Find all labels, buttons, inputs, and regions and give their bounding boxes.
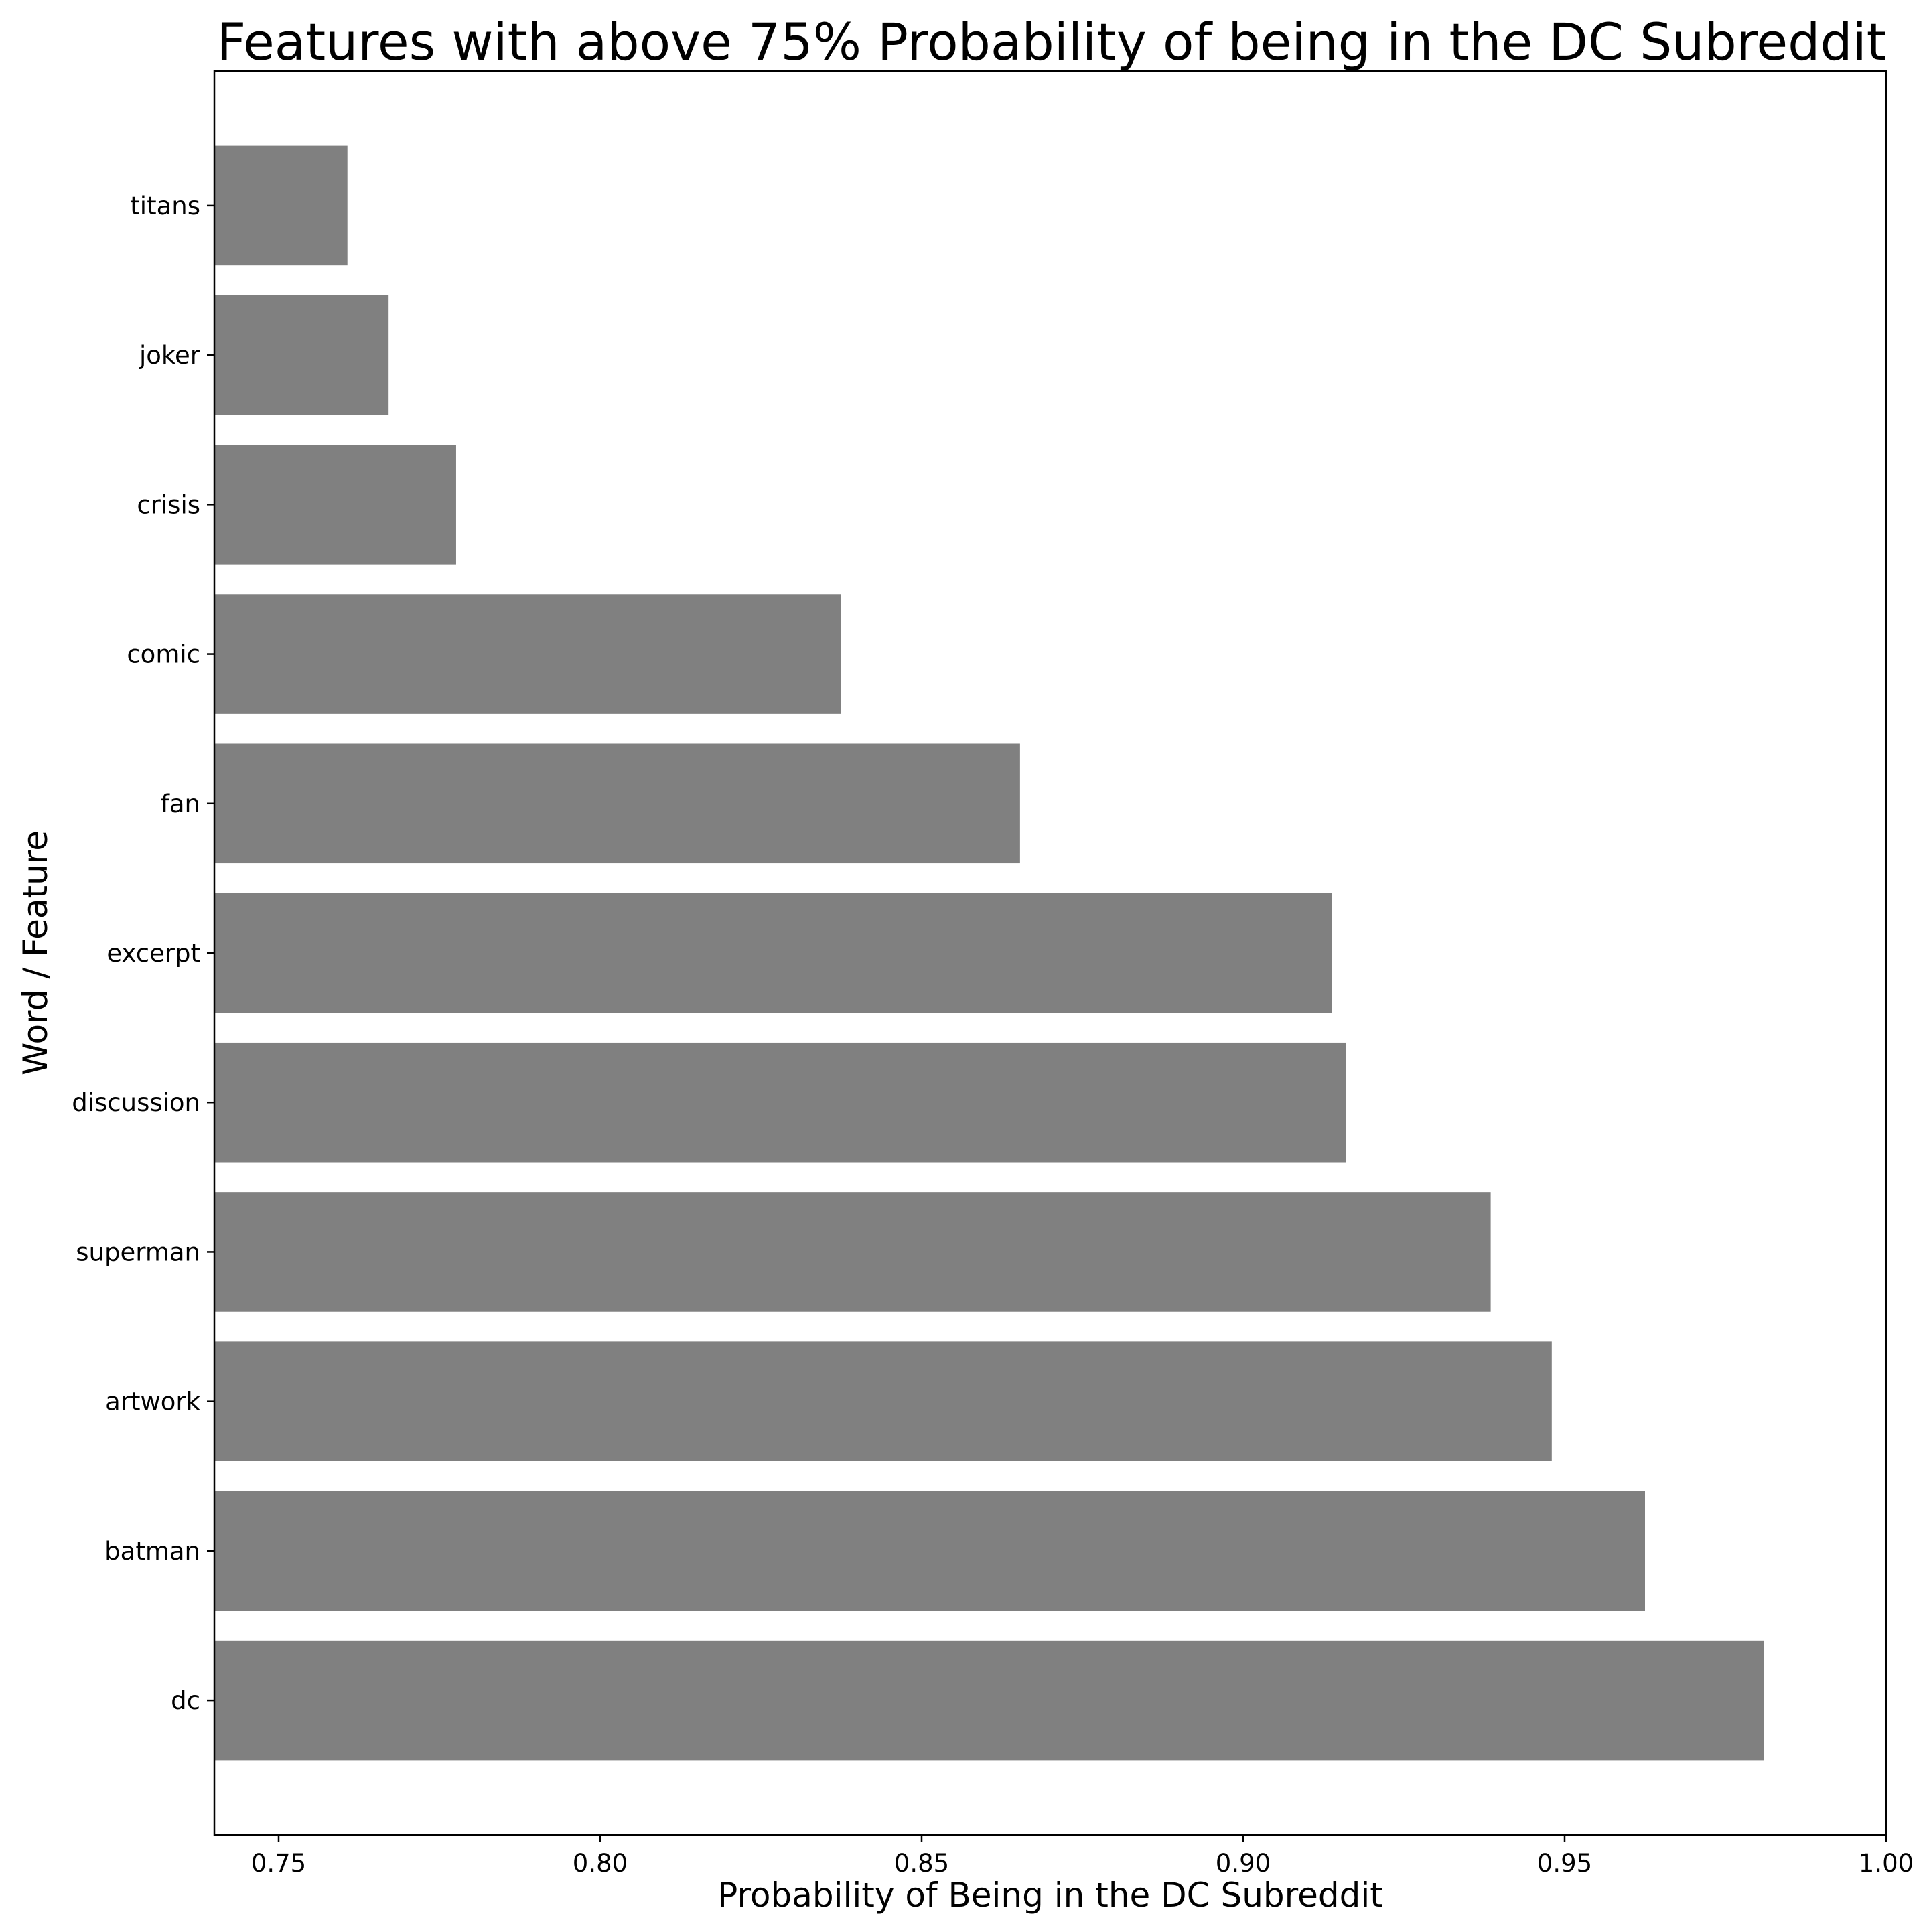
bar-fan: [214, 743, 1020, 864]
bar-excerpt: [214, 893, 1332, 1013]
y-tick-label: joker: [139, 341, 201, 370]
bar-comic: [214, 594, 841, 714]
bar-joker: [214, 295, 389, 415]
chart-title: Features with above 75% Probability of b…: [216, 12, 1886, 72]
y-tick-label: comic: [127, 640, 200, 669]
y-tick-label: crisis: [137, 490, 200, 519]
bars-group: [214, 145, 1764, 1761]
y-tick-label: artwork: [105, 1388, 201, 1416]
bar-crisis: [214, 445, 456, 565]
x-axis-ticks: 0.75 0.80 0.85 0.90 0.95 1.00: [251, 1835, 1914, 1878]
y-axis-label: Word / Feature: [16, 830, 55, 1075]
y-tick-label: dc: [171, 1686, 200, 1715]
y-tick-label: discussion: [72, 1088, 200, 1117]
y-tick-label: batman: [104, 1537, 200, 1566]
x-tick-label: 0.90: [1216, 1849, 1271, 1878]
bar-titans: [214, 145, 348, 266]
bar-superman: [214, 1192, 1491, 1312]
y-axis-ticks: dc batman artwork superman discussion excerpt…: [72, 192, 214, 1715]
bar-artwork: [214, 1341, 1552, 1461]
x-tick-label: 0.75: [251, 1849, 306, 1878]
y-tick-label: excerpt: [106, 939, 200, 968]
x-axis-label: Probability of Being in the DC Subreddit: [717, 1876, 1383, 1915]
x-tick-label: 1.00: [1859, 1849, 1914, 1878]
x-tick-label: 0.85: [894, 1849, 949, 1878]
bar-dc: [214, 1640, 1764, 1761]
bar-discussion: [214, 1042, 1346, 1163]
y-tick-label: superman: [76, 1238, 200, 1266]
bar-batman: [214, 1491, 1645, 1611]
y-tick-label: titans: [130, 192, 200, 220]
x-tick-label: 0.95: [1537, 1849, 1592, 1878]
y-tick-label: fan: [161, 790, 200, 818]
x-tick-label: 0.80: [573, 1849, 628, 1878]
